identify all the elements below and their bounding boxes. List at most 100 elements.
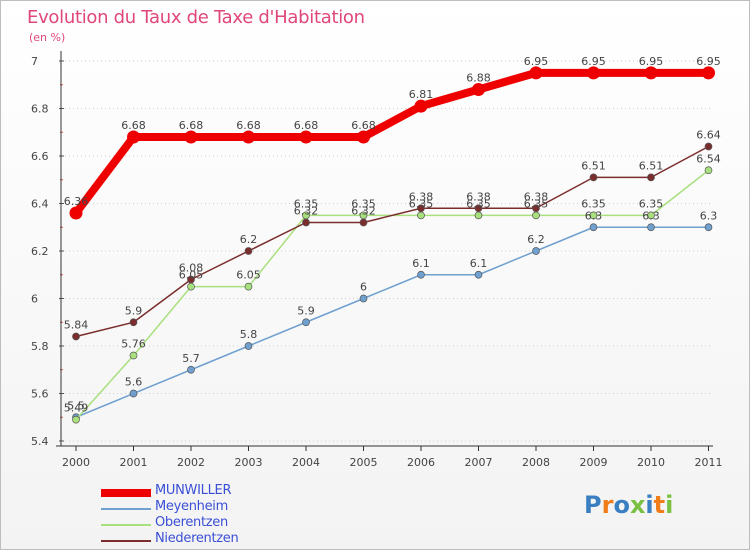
legend-item-oberentzen: Oberentzen [101, 515, 331, 533]
data-point [587, 66, 600, 80]
data-label: 6.08 [179, 262, 204, 275]
data-label: 6.38 [409, 190, 434, 203]
data-point [359, 294, 368, 303]
legend-item-meyenheim: Meyenheim [101, 499, 331, 517]
x-tick-label: 2010 [637, 456, 665, 469]
series-munwiller [69, 66, 715, 220]
data-point [69, 206, 83, 220]
data-point [472, 83, 485, 96]
data-point [129, 351, 138, 360]
logo-letter: r [601, 491, 614, 519]
x-tick-label: 2005 [350, 456, 378, 469]
data-point [129, 389, 138, 398]
logo-letter: o [613, 491, 630, 519]
data-point [647, 173, 655, 182]
y-tick-label: 5.8 [31, 340, 49, 353]
data-label: 6.68 [236, 119, 261, 132]
data-label: 6.88 [466, 72, 491, 85]
data-point [474, 270, 483, 279]
data-label: 6.3 [700, 209, 718, 222]
data-point [417, 204, 425, 213]
data-label: 5.76 [121, 338, 146, 351]
data-point [644, 66, 658, 80]
data-point [704, 142, 713, 151]
data-point [72, 415, 80, 424]
legend-label: MUNWILLER [155, 483, 232, 498]
data-point [187, 365, 195, 374]
data-point [589, 211, 598, 220]
data-label: 6.35 [639, 197, 664, 210]
x-tick-label: 2000 [62, 456, 90, 469]
data-point [359, 218, 368, 227]
series-niederentzen [72, 142, 713, 341]
logo-letter: P [584, 491, 602, 519]
data-label: 6.95 [581, 55, 606, 68]
data-label: 5.7 [182, 352, 200, 365]
x-tick-label: 2006 [407, 456, 435, 469]
data-label: 6.35 [351, 197, 376, 210]
data-label: 6.05 [179, 269, 204, 282]
legend: MUNWILLER Meyenheim Oberentzen Niederent… [101, 483, 331, 549]
data-label: 6.68 [294, 119, 319, 132]
data-point [417, 270, 425, 279]
data-label: 5.5 [67, 399, 85, 412]
legend-swatch [101, 540, 151, 542]
data-point [702, 66, 715, 80]
data-label: 5.8 [240, 328, 258, 341]
data-point [302, 318, 310, 327]
data-label: 6.68 [179, 119, 204, 132]
data-point [532, 247, 540, 255]
data-point [532, 211, 540, 220]
data-point [299, 130, 313, 144]
data-point [704, 223, 713, 232]
series-line [72, 68, 709, 216]
data-label: 6.32 [351, 205, 376, 218]
data-label: 6.51 [581, 159, 606, 172]
data-point [127, 130, 140, 144]
y-tick-label: 5.4 [31, 435, 49, 448]
data-label: 6.51 [639, 159, 664, 172]
data-label: 6.3 [642, 209, 660, 222]
data-label: 6.2 [240, 233, 258, 246]
data-point [647, 223, 655, 232]
data-label: 6.32 [294, 205, 319, 218]
data-label: 6.68 [121, 119, 146, 132]
x-tick-label: 2001 [120, 456, 148, 469]
legend-label: Meyenheim [155, 499, 228, 514]
chart-subtitle: (en %) [29, 31, 66, 44]
data-point [129, 318, 138, 327]
data-point [244, 247, 253, 255]
data-point [647, 211, 655, 220]
data-point [589, 223, 598, 232]
data-label: 6.1 [470, 257, 488, 270]
data-label: 5.84 [64, 319, 89, 332]
data-label: 5.9 [125, 304, 143, 317]
y-tick-label: 6 [31, 293, 38, 306]
data-label: 6.1 [412, 257, 430, 270]
series-line [75, 226, 709, 418]
data-point [244, 282, 253, 291]
logo-letter: x [629, 491, 646, 519]
series-oberentzen [72, 166, 713, 424]
data-point [357, 130, 370, 144]
data-label: 5.49 [64, 402, 89, 415]
legend-item-niederentzen: Niederentzen [101, 531, 331, 549]
data-point [529, 66, 543, 80]
y-tick-label: 6.8 [31, 103, 49, 116]
data-label: 6.95 [524, 55, 549, 68]
series-line [75, 145, 709, 338]
data-label: 6.35 [524, 197, 549, 210]
data-point [474, 211, 483, 220]
logo-letter: t [653, 491, 666, 519]
y-tick-label: 6.6 [31, 150, 49, 163]
data-label: 6 [360, 281, 367, 294]
data-label: 6.35 [581, 197, 606, 210]
y-tick-label: 5.6 [31, 388, 49, 401]
x-tick-label: 2004 [292, 456, 320, 469]
data-point [242, 130, 255, 144]
y-tick-label: 6.2 [31, 245, 49, 258]
x-tick-label: 2003 [235, 456, 263, 469]
data-point [187, 282, 195, 291]
